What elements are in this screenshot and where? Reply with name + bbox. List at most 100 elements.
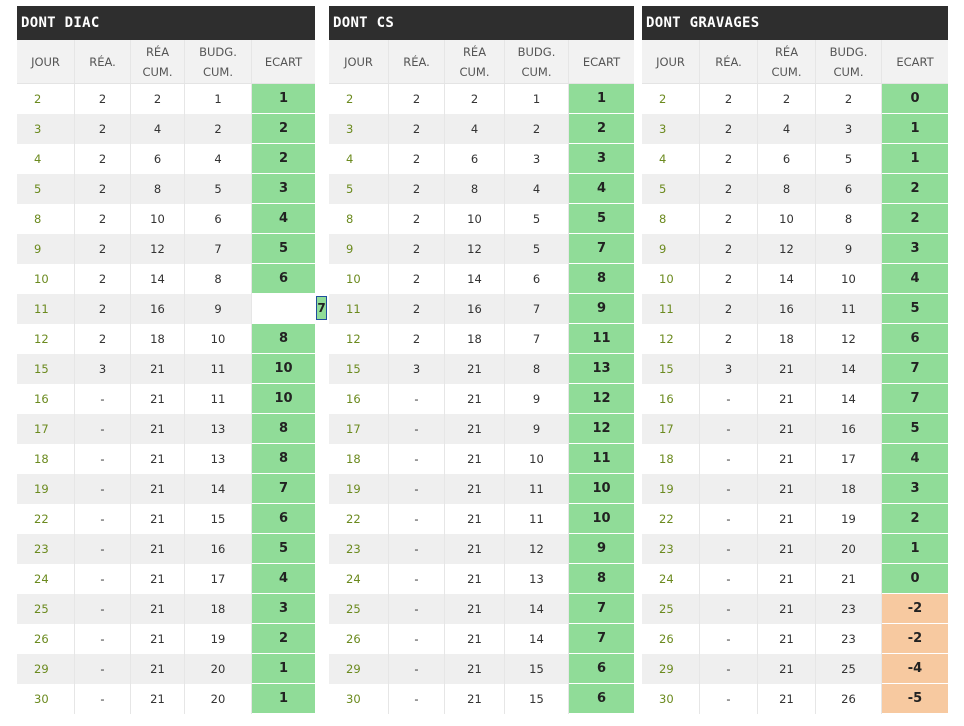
cell-ecart[interactable]: 2 [252,144,315,174]
cell-budg-cum[interactable]: 11 [185,354,252,384]
cell-rea-cum[interactable]: 16 [758,294,816,324]
cell-rea-cum[interactable]: 21 [131,474,185,504]
cell-budg-cum[interactable]: 10 [185,324,252,354]
cell-jour[interactable]: 12 [642,324,700,354]
cell-jour[interactable]: 8 [329,204,389,234]
cell-jour[interactable]: 19 [17,474,75,504]
cell-rea[interactable]: 2 [389,204,445,234]
cell-rea-cum[interactable]: 21 [758,444,816,474]
cell-rea[interactable]: - [700,474,758,504]
cell-rea[interactable]: 2 [389,114,445,144]
cell-jour[interactable]: 24 [17,564,75,594]
cell-rea[interactable]: 2 [700,234,758,264]
cell-rea[interactable]: - [75,414,131,444]
cell-jour[interactable]: 9 [329,234,389,264]
cell-rea[interactable]: - [389,594,445,624]
cell-jour[interactable]: 30 [17,684,75,714]
cell-rea[interactable]: - [389,414,445,444]
cell-budg-cum[interactable]: 7 [505,294,569,324]
cell-budg-cum[interactable]: 9 [505,414,569,444]
cell-ecart[interactable]: -2 [882,594,948,624]
cell-ecart[interactable]: 11 [569,324,634,354]
header-ecart[interactable]: ECART [582,54,621,69]
cell-jour[interactable]: 5 [17,174,75,204]
cell-budg-cum[interactable]: 1 [185,84,252,114]
cell-rea-cum[interactable]: 12 [758,234,816,264]
cell-rea[interactable]: - [700,684,758,714]
cell-jour[interactable]: 3 [329,114,389,144]
cell-rea[interactable]: 2 [700,84,758,114]
cell-rea[interactable]: - [700,624,758,654]
cell-ecart[interactable]: 6 [569,654,634,684]
cell-budg-cum[interactable]: 12 [505,534,569,564]
cell-rea-cum[interactable]: 21 [758,534,816,564]
cell-jour[interactable]: 16 [642,384,700,414]
cell-rea-cum[interactable]: 21 [758,654,816,684]
cell-rea[interactable]: - [75,534,131,564]
cell-budg-cum[interactable]: 13 [185,414,252,444]
cell-rea-cum[interactable]: 21 [131,564,185,594]
cell-ecart[interactable]: 7 [569,624,634,654]
cell-rea[interactable]: - [700,414,758,444]
cell-rea-cum[interactable]: 4 [131,114,185,144]
cell-rea-cum[interactable]: 18 [131,324,185,354]
header-rea[interactable]: RÉA. [700,40,758,83]
cell-budg-cum[interactable]: 18 [816,474,882,504]
cell-ecart[interactable]: 4 [882,444,948,474]
cell-ecart[interactable]: 3 [882,474,948,504]
cell-ecart[interactable]: 1 [882,534,948,564]
cell-rea-cum[interactable]: 2 [131,84,185,114]
cell-rea-cum[interactable]: 21 [131,384,185,414]
cell-rea-cum[interactable]: 21 [131,354,185,384]
cell-ecart[interactable]: 4 [252,204,315,234]
cell-rea-cum[interactable]: 6 [445,144,505,174]
cell-ecart[interactable]: 8 [252,414,315,444]
cell-budg-cum[interactable]: 2 [505,114,569,144]
cell-rea[interactable]: - [75,384,131,414]
cell-rea[interactable]: 2 [75,264,131,294]
cell-rea-cum[interactable]: 21 [445,354,505,384]
cell-rea-cum[interactable]: 18 [445,324,505,354]
cell-ecart[interactable]: 3 [569,144,634,174]
cell-ecart[interactable]: 1 [252,654,315,684]
cell-ecart[interactable]: 2 [252,624,315,654]
cell-rea[interactable]: 2 [389,234,445,264]
header-budg-cum[interactable]: BUDG. CUM. [816,40,882,83]
cell-ecart[interactable]: 8 [252,444,315,474]
cell-ecart[interactable]: 5 [252,234,315,264]
cell-jour[interactable]: 25 [329,594,389,624]
cell-rea[interactable]: - [700,564,758,594]
cell-rea[interactable]: - [389,684,445,714]
cell-rea[interactable]: - [700,444,758,474]
cell-ecart[interactable]: 6 [252,504,315,534]
cell-budg-cum[interactable]: 14 [185,474,252,504]
cell-budg-cum[interactable]: 6 [816,174,882,204]
cell-jour[interactable]: 23 [17,534,75,564]
cell-jour[interactable]: 22 [642,504,700,534]
cell-rea[interactable]: - [389,474,445,504]
cell-ecart[interactable]: 2 [569,114,634,144]
cell-rea[interactable]: - [389,384,445,414]
cell-budg-cum[interactable]: 25 [816,654,882,684]
cell-jour[interactable]: 29 [642,654,700,684]
cell-rea[interactable]: 3 [700,354,758,384]
cell-ecart[interactable]: 1 [882,114,948,144]
cell-jour[interactable]: 3 [642,114,700,144]
cell-rea-cum[interactable]: 2 [758,84,816,114]
header-rea[interactable]: RÉA. [389,40,445,83]
cell-jour[interactable]: 29 [17,654,75,684]
cell-budg-cum[interactable]: 16 [816,414,882,444]
cell-ecart[interactable]: 9 [569,294,634,324]
cell-ecart[interactable]: 7 [252,294,327,324]
cell-budg-cum[interactable]: 5 [505,204,569,234]
cell-rea[interactable]: 2 [75,114,131,144]
cell-ecart[interactable]: 1 [882,144,948,174]
cell-rea[interactable]: 2 [389,324,445,354]
cell-ecart[interactable]: 6 [882,324,948,354]
cell-rea-cum[interactable]: 12 [445,234,505,264]
cell-budg-cum[interactable]: 3 [816,114,882,144]
cell-rea-cum[interactable]: 21 [758,384,816,414]
cell-jour[interactable]: 10 [329,264,389,294]
cell-budg-cum[interactable]: 13 [505,564,569,594]
cell-rea[interactable]: - [75,654,131,684]
